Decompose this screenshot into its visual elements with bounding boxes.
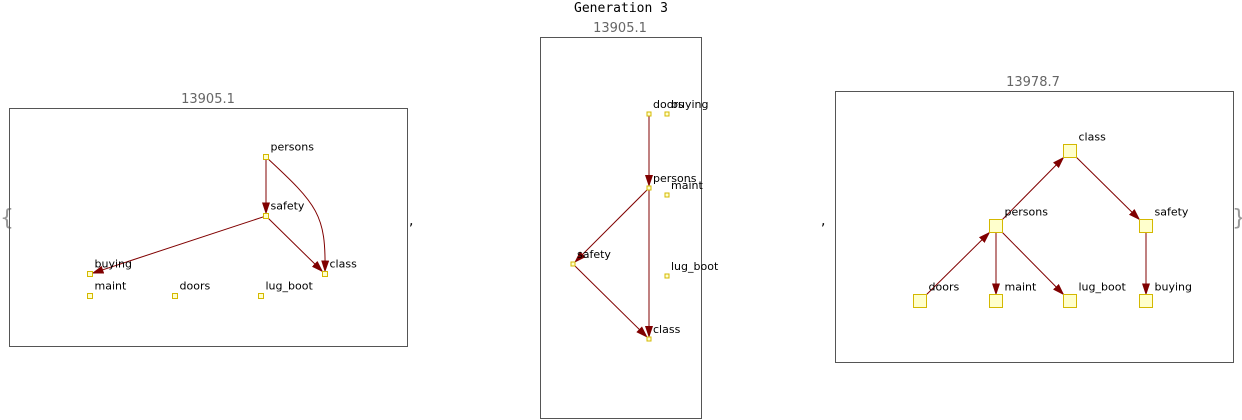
node-label: maint xyxy=(95,280,127,293)
node-persons: persons xyxy=(263,141,315,160)
figure-title: Generation 3 xyxy=(574,1,668,16)
node-box xyxy=(646,185,652,191)
node-box xyxy=(1063,144,1077,158)
node-box xyxy=(664,273,670,279)
node-label: doors xyxy=(180,280,211,293)
node-doors: doors xyxy=(646,98,684,117)
node-box xyxy=(989,219,1003,233)
edge-safety-to-buying xyxy=(91,216,264,274)
edge-safety-to-class xyxy=(268,218,324,273)
node-label: lug_boot xyxy=(1079,281,1127,294)
node-box xyxy=(913,294,927,308)
node-label: class xyxy=(330,258,358,271)
edge-safety-to-class xyxy=(574,265,648,338)
node-box xyxy=(322,271,328,277)
node-label: class xyxy=(1079,131,1107,144)
node-box xyxy=(646,336,652,342)
node-label: maint xyxy=(671,179,703,192)
node-box xyxy=(664,111,670,117)
node-safety: safety xyxy=(1139,206,1189,233)
graph-nodes: persons safety buying class maint doors lug_bo… xyxy=(87,141,358,299)
node-buying: buying xyxy=(87,258,132,277)
node-class: class xyxy=(646,323,681,342)
node-doors: doors xyxy=(172,280,211,299)
node-class: class xyxy=(322,258,358,277)
node-box xyxy=(87,293,93,299)
node-box xyxy=(1063,294,1077,308)
separator-comma-1: , xyxy=(409,213,413,229)
node-label: safety xyxy=(577,248,611,261)
node-safety: safety xyxy=(263,200,305,219)
graph-panel-1: 13905.1 persons safety buying class maint doo… xyxy=(9,92,408,347)
edge-doors-to-persons xyxy=(926,231,991,295)
node-lug_boot: lug_boot xyxy=(1063,281,1127,308)
graph-edges xyxy=(926,156,1150,296)
node-label: doors xyxy=(929,281,960,294)
edge-persons-to-safety xyxy=(574,189,648,263)
graph-edges xyxy=(574,116,653,338)
graph-nodes: class persons safety doors maint lug_boot buyi… xyxy=(913,131,1192,308)
node-box xyxy=(263,213,269,219)
graph-frame xyxy=(540,37,702,419)
node-box xyxy=(1139,219,1153,233)
node-box xyxy=(87,271,93,277)
edge-persons-to-class xyxy=(1002,156,1065,220)
node-class: class xyxy=(1063,131,1107,158)
node-box xyxy=(664,192,670,198)
node-box xyxy=(1139,294,1153,308)
graph-score: 13905.1 xyxy=(181,92,235,107)
node-persons: persons xyxy=(646,172,697,191)
node-maint: maint xyxy=(87,280,127,299)
node-safety: safety xyxy=(570,248,611,267)
node-maint: maint xyxy=(664,179,703,198)
separator-comma-2: , xyxy=(821,213,825,229)
node-persons: persons xyxy=(989,206,1049,233)
node-doors: doors xyxy=(913,281,960,308)
graph-frame xyxy=(9,108,408,347)
node-label: maint xyxy=(1005,281,1037,294)
node-label: persons xyxy=(1005,206,1049,219)
open-brace: { xyxy=(0,206,14,231)
node-label: persons xyxy=(653,172,697,185)
node-label: lug_boot xyxy=(671,260,719,273)
node-buying: buying xyxy=(1139,281,1192,308)
graph-frame xyxy=(835,91,1234,363)
node-label: buying xyxy=(671,98,708,111)
graph-panel-3: 13978.7 class persons safety doors maint lug_… xyxy=(835,75,1234,363)
edge-class-to-safety xyxy=(1076,157,1141,221)
node-box xyxy=(570,261,576,267)
node-box xyxy=(172,293,178,299)
node-label: buying xyxy=(1155,281,1192,294)
node-maint: maint xyxy=(989,281,1037,308)
graph-edges xyxy=(91,156,330,274)
node-box xyxy=(263,154,269,160)
edge-persons-to-class xyxy=(265,156,330,273)
graph-score: 13978.7 xyxy=(1006,75,1060,90)
node-label: persons xyxy=(271,141,315,154)
node-buying: buying xyxy=(664,98,708,117)
node-label: doors xyxy=(653,98,684,111)
node-lug_boot: lug_boot xyxy=(664,260,719,279)
node-label: lug_boot xyxy=(266,280,314,293)
node-box xyxy=(646,111,652,117)
node-label: buying xyxy=(95,258,132,271)
node-label: safety xyxy=(271,200,305,213)
node-box xyxy=(989,294,1003,308)
node-label: safety xyxy=(1155,206,1189,219)
edge-persons-to-lug_boot xyxy=(1002,232,1065,296)
close-brace: } xyxy=(1232,206,1242,231)
graph-score: 13905.1 xyxy=(593,21,647,36)
node-box xyxy=(258,293,264,299)
node-lug_boot: lug_boot xyxy=(258,280,314,299)
node-label: class xyxy=(653,323,681,336)
